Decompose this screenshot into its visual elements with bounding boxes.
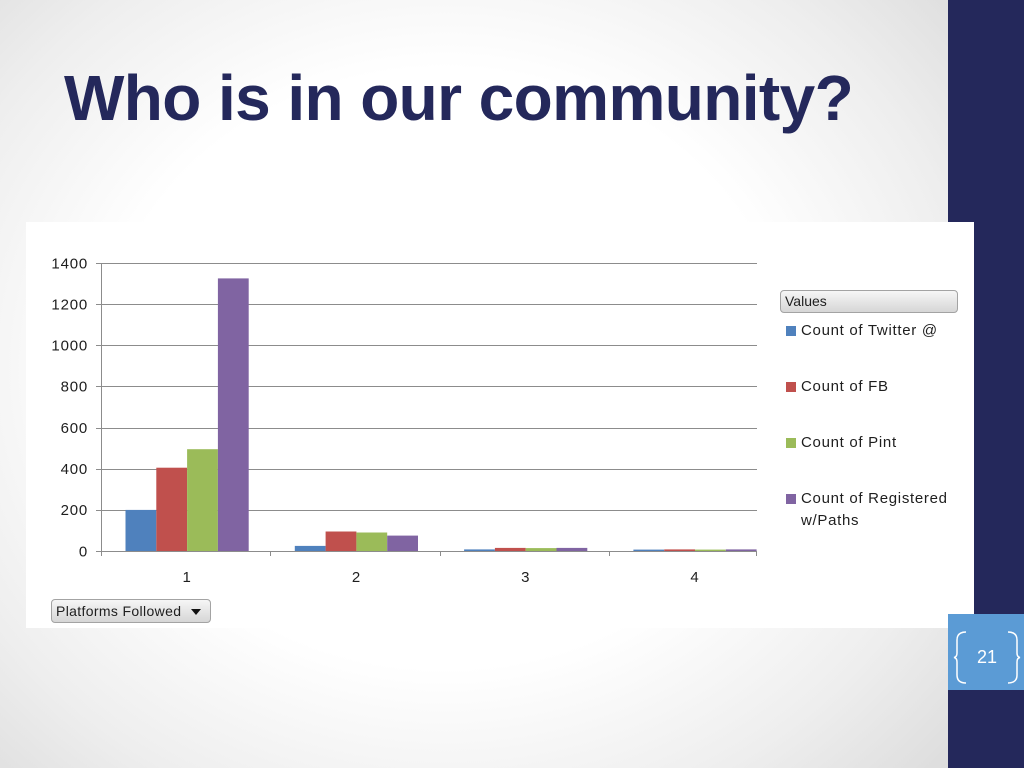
bar-count-of-pint-4 — [695, 549, 726, 551]
chart: 0 200 400 600 800 1000 1200 1400 1 2 3 4 Values Cou… — [26, 222, 974, 628]
legend-values-field-button[interactable]: Values — [780, 290, 958, 313]
y-tick-label: 400 — [61, 461, 88, 478]
x-tick-label: 4 — [690, 569, 699, 586]
legend-item: Count of FB — [786, 376, 966, 432]
y-tick-label: 800 — [61, 379, 88, 396]
legend-label: Count of Registered w/Paths — [801, 490, 948, 529]
y-tick-label: 0 — [79, 543, 88, 560]
legend-label: Count of Pint — [801, 434, 897, 451]
legend-marker — [786, 382, 796, 392]
bar-count-of-registered-w-paths-2 — [387, 535, 418, 551]
legend-item: Count of Twitter @ — [786, 320, 966, 376]
y-tick-label: 1000 — [51, 338, 88, 355]
legend-label: Count of Twitter @ — [801, 322, 938, 339]
bar-count-of-fb-4 — [664, 549, 695, 551]
bar-count-of-twitter-3 — [464, 549, 495, 551]
bar-count-of-pint-3 — [525, 548, 557, 551]
y-tick-label: 200 — [61, 502, 88, 519]
legend-item: Count of Pint — [786, 432, 966, 488]
bar-count-of-pint-1 — [187, 449, 218, 551]
chart-plot-area: 0 200 400 600 800 1000 1200 1400 1 2 3 4 — [51, 255, 757, 586]
bar-count-of-fb-3 — [494, 547, 526, 551]
y-tick-label: 1200 — [51, 296, 88, 313]
bar-count-of-fb-1 — [156, 467, 188, 551]
legend-marker — [786, 438, 796, 448]
chart-legend: Count of Twitter @ Count of FB Count of … — [786, 320, 966, 544]
legend-marker — [786, 494, 796, 504]
left-bracket-icon — [953, 631, 967, 684]
page-number-box: 21 — [948, 614, 1024, 690]
platforms-followed-field-button[interactable]: Platforms Followed — [51, 599, 211, 623]
bar-count-of-twitter-4 — [633, 549, 665, 551]
bar-count-of-registered-w-paths-1 — [217, 278, 249, 551]
right-bracket-icon — [1007, 631, 1021, 684]
bracket-decoration-icon — [953, 631, 1021, 684]
dropdown-arrow-icon[interactable] — [191, 609, 201, 615]
slide-title: Who is in our community? — [64, 62, 854, 134]
bar-count-of-twitter-2 — [294, 545, 326, 551]
bar-count-of-twitter-1 — [125, 509, 157, 551]
x-tick-label: 3 — [521, 569, 530, 586]
field-button-label: Platforms Followed — [56, 603, 182, 619]
bar-count-of-pint-2 — [356, 532, 388, 551]
bar-count-of-registered-w-paths-4 — [725, 549, 757, 551]
page-number: 21 — [976, 647, 998, 667]
legend-item: Count of Registered w/Paths — [786, 488, 966, 544]
y-tick-label: 600 — [61, 420, 88, 437]
legend-label: Count of FB — [801, 378, 889, 395]
x-tick-label: 2 — [352, 569, 361, 586]
y-tick-label: 1400 — [51, 255, 88, 272]
bar-count-of-registered-w-paths-3 — [556, 547, 588, 551]
x-tick-label: 1 — [183, 569, 192, 586]
legend-marker — [786, 326, 796, 336]
bar-count-of-fb-2 — [325, 531, 357, 551]
